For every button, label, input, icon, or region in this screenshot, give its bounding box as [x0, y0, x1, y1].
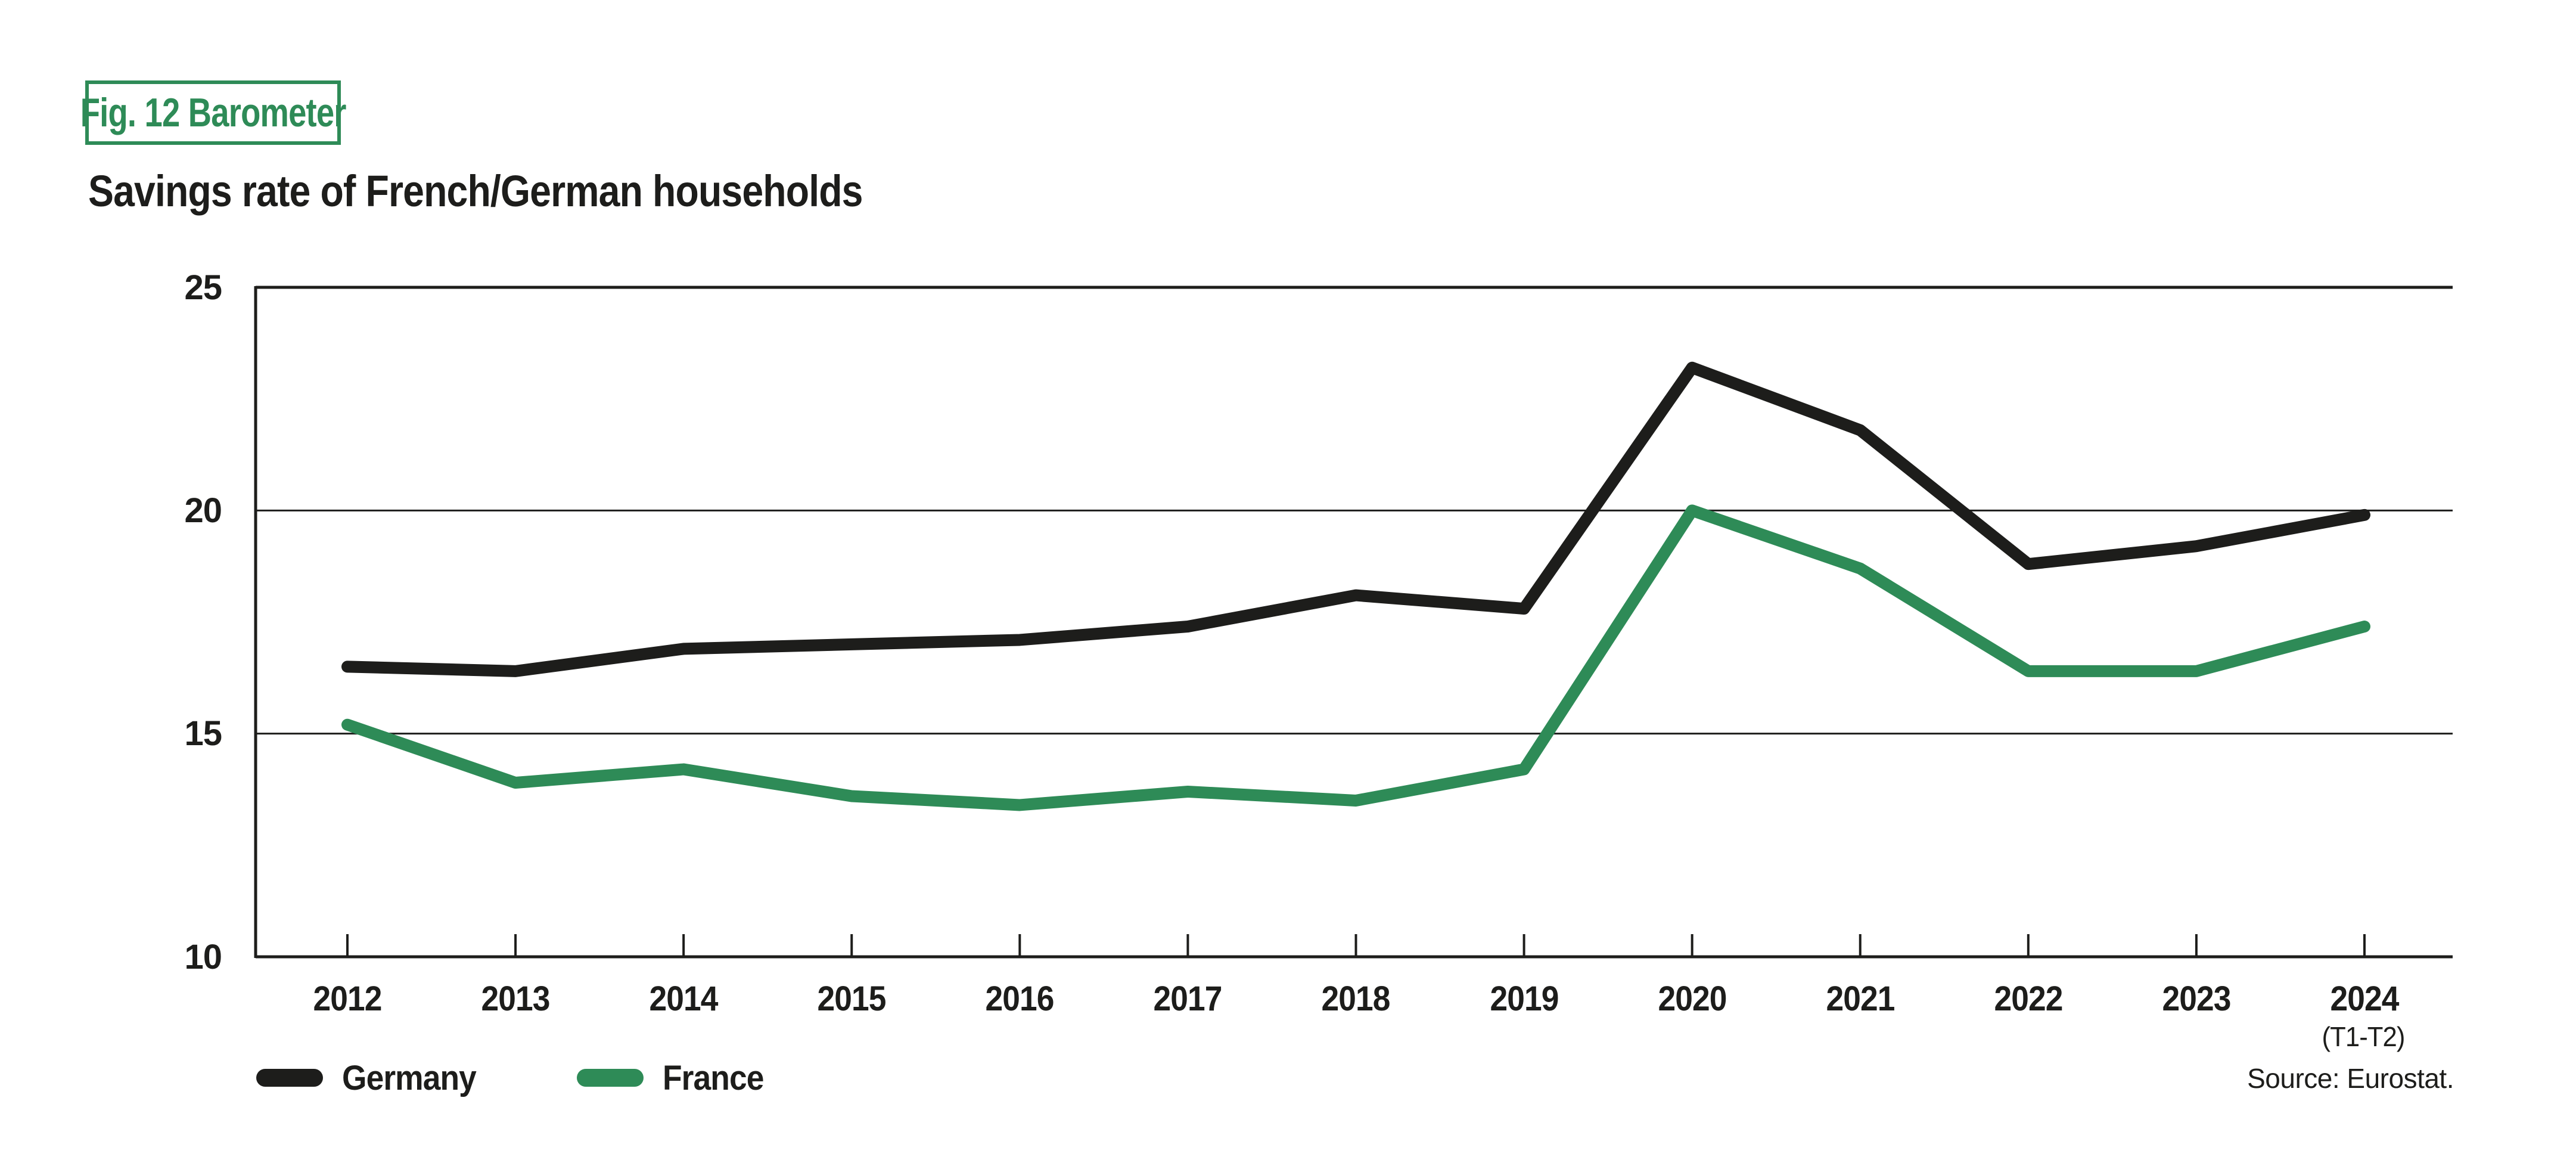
x-tick-label-2023: 2023: [2162, 979, 2231, 1018]
x-tick-label-2012: 2012: [313, 979, 382, 1018]
legend-swatch-france: [577, 1069, 644, 1087]
x-tick-label-2019: 2019: [1490, 979, 1559, 1018]
legend-label-france: France: [663, 1058, 764, 1097]
figure-label-badge: Fig. 12 Barometer: [80, 80, 346, 145]
x-tick-label-2015: 2015: [817, 979, 887, 1018]
y-tick-label-15: 15: [184, 714, 222, 754]
x-tick-label-2020: 2020: [1658, 979, 1727, 1018]
y-tick-label-20: 20: [184, 491, 222, 530]
y-tick-label-10: 10: [184, 937, 222, 976]
x-tick-label-2014: 2014: [649, 979, 719, 1018]
x-tick-label-2018: 2018: [1321, 979, 1391, 1018]
y-tick-label-25: 25: [184, 268, 222, 307]
germany-line: [341, 361, 2370, 677]
france-line: [341, 504, 2370, 811]
figure-label: Fig. 12 Barometer: [80, 90, 347, 135]
legend: Germany France: [256, 1056, 773, 1099]
x-tick-label-2016: 2016: [985, 979, 1055, 1018]
x-tick-label-2017: 2017: [1153, 979, 1223, 1018]
x-tick-label-2022: 2022: [1994, 979, 2063, 1018]
legend-swatch-germany: [256, 1069, 323, 1087]
x-axis-note: (T1-T2): [2322, 1021, 2405, 1052]
x-tick-label-2021: 2021: [1826, 979, 1895, 1018]
legend-label-germany: Germany: [342, 1058, 477, 1097]
x-tick-label-2024: 2024: [2330, 979, 2399, 1018]
chart-title: Savings rate of French/German households: [88, 166, 863, 216]
x-tick-label-2013: 2013: [481, 979, 551, 1018]
source-note: Source: Eurostat.: [2247, 1063, 2454, 1094]
